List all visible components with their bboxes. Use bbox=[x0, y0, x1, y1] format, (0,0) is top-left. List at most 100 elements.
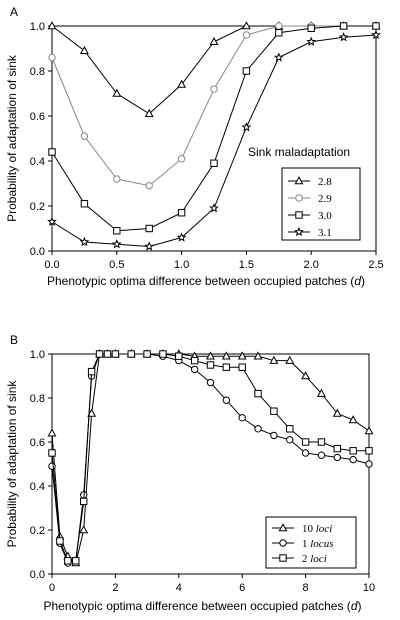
data-point bbox=[190, 365, 199, 374]
data-point bbox=[317, 388, 326, 397]
data-point bbox=[338, 32, 349, 42]
legend-marker bbox=[295, 211, 303, 219]
legend-marker bbox=[294, 226, 304, 237]
legend-marker bbox=[278, 523, 288, 532]
data-point bbox=[113, 175, 121, 183]
x-tick-label: 0.0 bbox=[44, 259, 59, 271]
data-point bbox=[159, 350, 167, 358]
data-point bbox=[273, 52, 284, 62]
data-point bbox=[365, 460, 373, 468]
data-point bbox=[364, 426, 374, 435]
data-point bbox=[47, 21, 57, 30]
data-point bbox=[301, 371, 311, 380]
data-point bbox=[209, 203, 219, 213]
x-tick-label: 6 bbox=[239, 582, 245, 594]
data-point bbox=[111, 239, 122, 249]
data-point bbox=[143, 350, 151, 358]
data-point bbox=[64, 557, 72, 565]
data-point bbox=[79, 236, 90, 247]
data-point bbox=[80, 132, 89, 140]
series-3.0 bbox=[48, 22, 380, 235]
plot-area-frame bbox=[51, 25, 377, 252]
panel-letter: B bbox=[10, 333, 18, 347]
data-point bbox=[48, 462, 56, 470]
x-axis-title: Phenotypic optima difference between occ… bbox=[44, 599, 362, 613]
x-tick-label: 0.5 bbox=[109, 259, 124, 271]
data-point bbox=[254, 425, 262, 433]
data-point bbox=[253, 351, 263, 360]
legend-label: 2 loci bbox=[302, 553, 327, 565]
y-tick-label: 0.8 bbox=[30, 393, 45, 405]
data-point bbox=[317, 451, 326, 459]
data-point bbox=[222, 396, 231, 404]
data-point bbox=[285, 355, 295, 364]
y-tick-label: 0.6 bbox=[30, 437, 45, 449]
data-point bbox=[112, 88, 122, 97]
data-point bbox=[79, 45, 89, 55]
data-point bbox=[286, 436, 294, 444]
data-point bbox=[103, 350, 112, 358]
data-point bbox=[206, 378, 215, 387]
data-point bbox=[238, 414, 246, 422]
y-tick-label: 1.0 bbox=[30, 21, 45, 33]
data-point bbox=[209, 36, 219, 46]
series-2-loci bbox=[48, 350, 373, 565]
y-tick-label: 0.2 bbox=[30, 201, 45, 213]
legend-label: 1 locus bbox=[302, 538, 333, 550]
data-point bbox=[80, 497, 88, 506]
x-tick-label: 8 bbox=[303, 582, 309, 594]
x-axis-title: Phenotypic optima difference between occ… bbox=[47, 274, 365, 288]
data-point bbox=[242, 31, 251, 39]
legend-title: Sink maladaptation bbox=[248, 145, 350, 159]
data-point bbox=[241, 21, 251, 30]
data-point bbox=[286, 425, 294, 433]
data-point bbox=[72, 557, 80, 565]
data-point bbox=[48, 449, 56, 457]
legend-label: 3.1 bbox=[318, 227, 332, 239]
series-3.1 bbox=[47, 29, 381, 251]
x-tick-label: 2 bbox=[112, 582, 118, 594]
y-axis-title: Probability of adaptation of sink bbox=[5, 54, 19, 222]
data-point bbox=[332, 408, 342, 417]
legend-marker bbox=[294, 176, 304, 185]
y-tick-label: 0.0 bbox=[30, 569, 45, 581]
panel-letter: A bbox=[10, 5, 18, 19]
data-point bbox=[80, 200, 89, 208]
data-point bbox=[301, 438, 310, 446]
data-point bbox=[48, 148, 56, 156]
data-point bbox=[47, 216, 57, 226]
x-tick-label: 4 bbox=[176, 582, 182, 594]
y-tick-label: 0.6 bbox=[30, 111, 45, 123]
data-point bbox=[87, 367, 96, 376]
data-point bbox=[95, 350, 104, 358]
data-point bbox=[238, 363, 246, 371]
data-point bbox=[206, 351, 215, 360]
series-2.8 bbox=[47, 21, 381, 118]
data-point bbox=[348, 415, 358, 424]
data-point bbox=[221, 351, 231, 360]
data-point bbox=[177, 155, 186, 163]
data-point bbox=[306, 36, 317, 46]
data-point bbox=[307, 24, 315, 32]
data-point bbox=[269, 355, 279, 364]
data-point bbox=[242, 67, 251, 75]
data-point bbox=[333, 453, 341, 462]
data-point bbox=[144, 108, 154, 118]
data-point bbox=[175, 352, 183, 360]
data-point bbox=[176, 232, 187, 242]
x-tick-label: 1.5 bbox=[239, 259, 254, 271]
data-point bbox=[372, 22, 380, 30]
legend-label: 10 loci bbox=[302, 523, 332, 535]
data-point bbox=[87, 408, 97, 417]
data-point bbox=[206, 361, 215, 369]
data-point bbox=[210, 159, 218, 167]
data-point bbox=[275, 29, 283, 37]
x-tick-label: 1.0 bbox=[174, 259, 189, 271]
data-point bbox=[270, 431, 278, 440]
data-point bbox=[254, 389, 262, 398]
x-tick-label: 0 bbox=[49, 582, 55, 594]
data-point bbox=[222, 363, 231, 371]
y-tick-label: 1.0 bbox=[30, 349, 45, 361]
data-point bbox=[190, 356, 199, 365]
y-tick-label: 0.4 bbox=[30, 481, 45, 493]
